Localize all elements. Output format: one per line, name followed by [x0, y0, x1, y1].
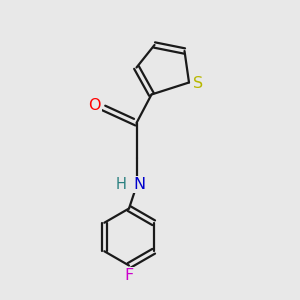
Text: N: N [134, 177, 146, 192]
Text: S: S [193, 76, 203, 92]
Text: O: O [88, 98, 101, 112]
Text: F: F [124, 268, 134, 284]
Text: H: H [116, 177, 126, 192]
